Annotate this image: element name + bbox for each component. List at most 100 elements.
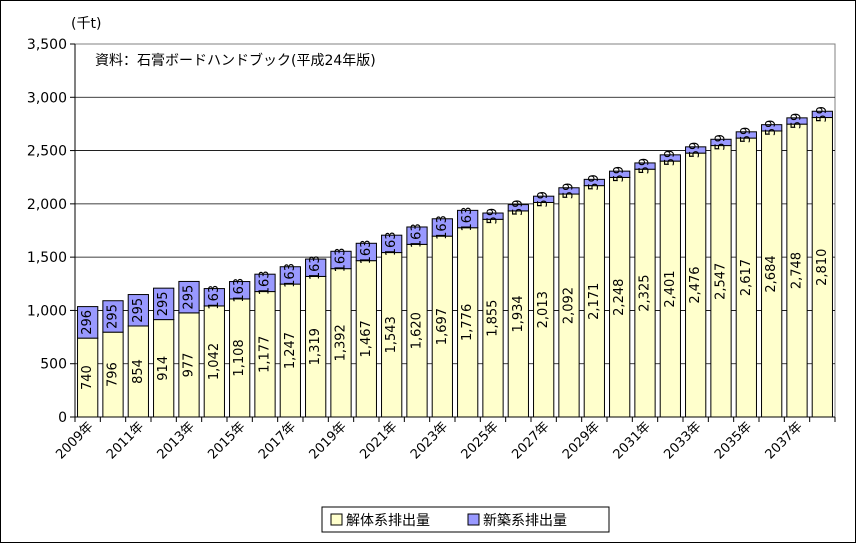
data-label: 1,467 [359, 320, 374, 357]
data-label: 59 [511, 199, 526, 216]
data-label: 59 [562, 183, 577, 200]
segment-labels: 740 296 796 295 854 295 914 295 977 295 1,042 163 1,… [80, 106, 830, 390]
y-tick-label: 1,500 [27, 250, 67, 266]
data-label: 1,855 [486, 300, 501, 337]
data-label: 1,697 [435, 308, 450, 345]
data-label: 59 [815, 106, 830, 123]
x-tick-label: 2033年 [661, 419, 704, 462]
data-label: 163 [207, 285, 222, 310]
bar-segment [178, 280, 200, 314]
bar-segment [659, 154, 681, 162]
bar-segment [634, 162, 656, 170]
data-label: 1,934 [511, 295, 526, 332]
data-label: 2,248 [612, 279, 627, 316]
source-note: 資料：石膏ボードハンドブック(平成24年版) [95, 52, 376, 69]
bar-segment [102, 300, 124, 333]
bar-segment [153, 287, 175, 321]
gridlines [75, 96, 835, 365]
bar-segment [355, 242, 377, 262]
data-label: 59 [612, 166, 627, 183]
bar-segment [305, 258, 327, 277]
data-label: 2,401 [663, 270, 678, 307]
bar-segment [761, 124, 783, 132]
bar-segment [507, 204, 529, 212]
data-label: 59 [688, 142, 703, 159]
y-axis: 0 500 1,000 1,500 2,000 2,500 3,000 3,500 [27, 37, 76, 426]
data-label: 59 [790, 113, 805, 130]
data-label: 2,171 [587, 283, 602, 320]
legend-label: 解体系排出量 [346, 513, 430, 529]
data-label: 1,247 [283, 332, 298, 369]
data-label: 914 [156, 356, 171, 381]
bar-segment [330, 250, 352, 270]
data-label: 740 [80, 365, 95, 390]
x-tick-label: 2031年 [611, 419, 654, 462]
x-tick-label: 2019年 [307, 419, 350, 462]
x-tick-label: 2015年 [205, 419, 248, 462]
bar-segment [77, 306, 99, 339]
data-label: 2,748 [790, 252, 805, 289]
bar-segment [558, 187, 580, 195]
data-label: 2,684 [764, 255, 779, 292]
y-tick-label: 2,000 [27, 197, 67, 213]
y-tick-label: 3,500 [27, 37, 67, 53]
y-tick-label: 500 [40, 357, 67, 373]
data-label: 295 [182, 285, 197, 310]
data-label: 1,108 [232, 339, 247, 376]
data-label: 2,325 [638, 275, 653, 312]
data-label: 977 [182, 353, 197, 378]
y-tick-label: 3,000 [27, 90, 67, 106]
bar-segment [279, 266, 301, 285]
bar-segment [583, 178, 605, 187]
data-label: 1,392 [334, 324, 349, 361]
data-label: 163 [384, 231, 399, 256]
data-label: 163 [435, 215, 450, 240]
data-label: 2,547 [714, 263, 729, 300]
data-label: 796 [106, 362, 121, 387]
bar-segment [710, 138, 732, 147]
data-label: 59 [536, 191, 551, 208]
bar-segment [406, 226, 428, 245]
bar-segment [811, 110, 833, 119]
data-label: 163 [308, 255, 323, 280]
data-label: 59 [663, 150, 678, 167]
bar-segment [609, 170, 631, 178]
data-label: 1,177 [258, 336, 273, 373]
plot-area [74, 43, 836, 418]
bar-segment [786, 117, 808, 125]
bar-segment [457, 209, 479, 229]
legend-swatch [330, 513, 343, 526]
data-label: 59 [638, 158, 653, 175]
x-tick-label: 2029年 [560, 419, 603, 462]
y-tick-label: 2,500 [27, 144, 67, 160]
bar-segment [127, 294, 149, 327]
x-tick-label: 2011年 [104, 419, 147, 462]
data-label: 59 [587, 174, 602, 191]
bar-segment [431, 218, 453, 237]
bar-segment [735, 131, 757, 139]
data-label: 163 [410, 223, 425, 248]
data-label: 59 [764, 120, 779, 137]
data-label: 163 [283, 263, 298, 288]
y-tick-label: 0 [58, 410, 67, 426]
data-label: 2,092 [562, 287, 577, 324]
bar-segment [203, 288, 225, 307]
data-label: 854 [131, 359, 146, 384]
data-label: 163 [258, 270, 273, 295]
x-tick-label: 2027年 [509, 419, 552, 462]
bar-segment [685, 146, 707, 154]
x-tick-label: 2023年 [408, 419, 451, 462]
bar-segment [381, 234, 403, 254]
data-label: 1,776 [460, 304, 475, 341]
data-label: 295 [106, 304, 121, 329]
x-tick-label: 2035年 [712, 419, 755, 462]
bar-segment [229, 281, 251, 300]
data-label: 1,042 [207, 343, 222, 380]
bar-segment [254, 273, 276, 293]
data-label: 163 [232, 278, 247, 303]
data-label: 163 [334, 248, 349, 273]
bar-segment [482, 212, 504, 220]
legend: 解体系排出量 新築系排出量 [321, 506, 610, 533]
